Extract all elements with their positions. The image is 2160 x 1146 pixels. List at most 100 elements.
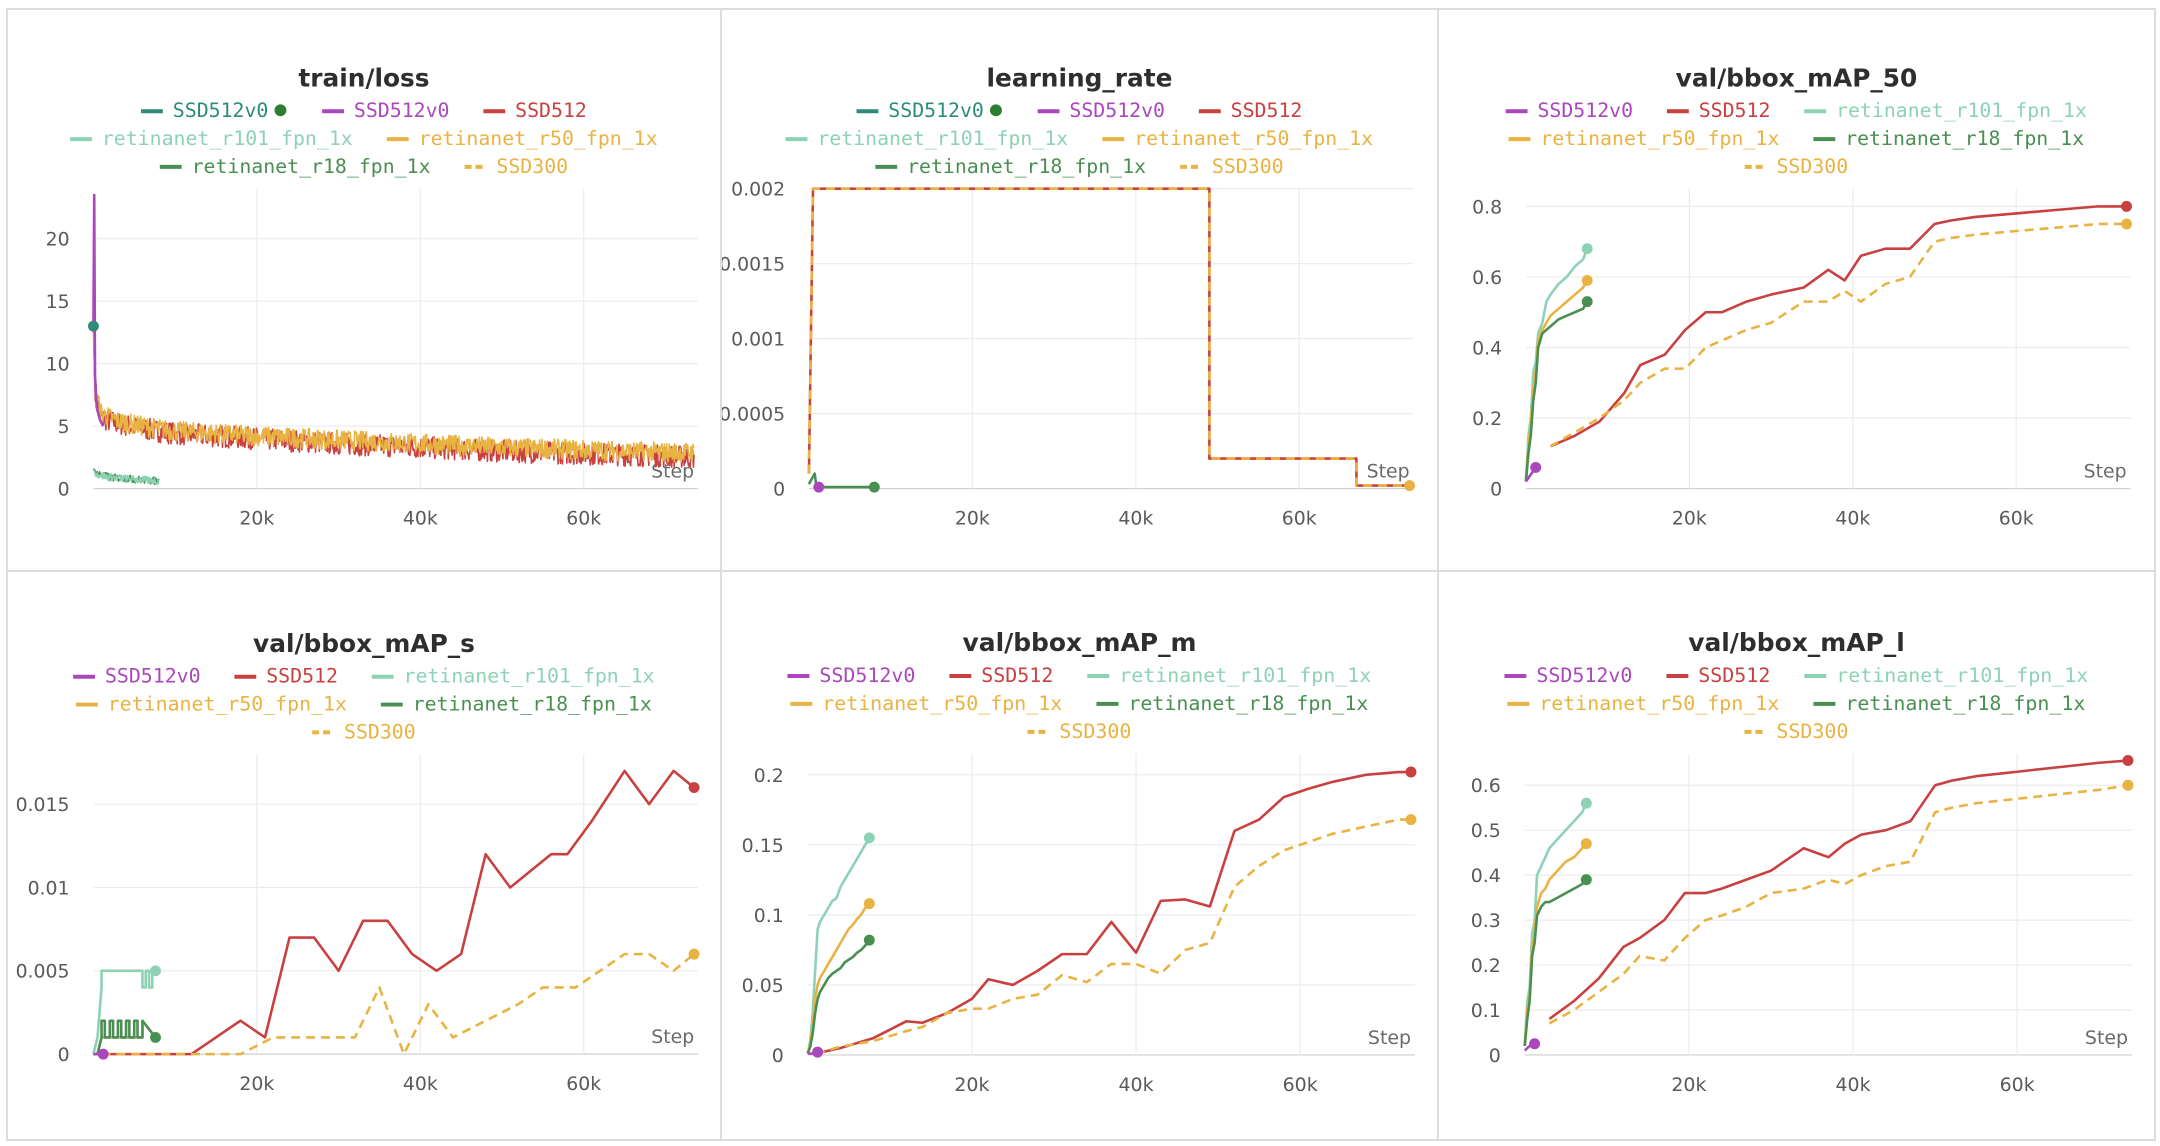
legend-item-retinanet-r50-fpn-1x[interactable]: retinanet_r50_fpn_1x: [1507, 691, 1779, 715]
legend-item-retinanet-r101-fpn-1x[interactable]: retinanet_r101_fpn_1x: [1087, 663, 1371, 687]
legend-item-ssd512[interactable]: SSD512: [1666, 99, 1770, 122]
series-ssd512v0-end-point[interactable]: [87, 320, 99, 332]
panel-bbox-map-s[interactable]: val/bbox_mAP_s SSD512v0 SSD512 retinanet_r1…: [6, 572, 722, 1141]
series-retinanet-r18-fpn-1x-line[interactable]: [806, 939, 871, 1054]
legend-item-ssd512v0[interactable]: SSD512v0: [1505, 99, 1633, 122]
series-ssd300-line[interactable]: [1549, 222, 2127, 448]
legend-label: SSD512v0: [105, 665, 201, 688]
series-ssd300-end-point[interactable]: [1405, 814, 1417, 826]
series-ssd300-end-point[interactable]: [1404, 480, 1415, 492]
series-retinanet-r50-fpn-1x-end-point[interactable]: [863, 898, 875, 910]
series-retinanet-r101-fpn-1x-end-point[interactable]: [150, 965, 161, 977]
legend-item-ssd300[interactable]: SSD300: [1027, 719, 1131, 743]
series-retinanet-r18-fpn-1x-line[interactable]: [93, 1019, 157, 1056]
legend-item-retinanet-r50-fpn-1x[interactable]: retinanet_r50_fpn_1x: [386, 127, 658, 150]
legend-item-ssd512[interactable]: SSD512: [483, 99, 587, 122]
series-retinanet-r101-fpn-1x-end-point[interactable]: [863, 832, 875, 844]
legend-item-ssd512[interactable]: SSD512: [949, 663, 1053, 687]
series-retinanet-r18-fpn-1x-end-point[interactable]: [863, 934, 875, 946]
series-ssd512v0-line[interactable]: [92, 193, 105, 427]
series-retinanet-r101-fpn-1x-end-point[interactable]: [1580, 797, 1592, 809]
legend-item-retinanet-r101-fpn-1x[interactable]: retinanet_r101_fpn_1x: [785, 127, 1069, 150]
legend-item-retinanet-r101-fpn-1x[interactable]: retinanet_r101_fpn_1x: [70, 127, 353, 150]
series-retinanet-r18-fpn-1x-end-point[interactable]: [1580, 874, 1592, 886]
legend-item-ssd512[interactable]: SSD512: [1666, 663, 1770, 687]
legend-item-ssd300[interactable]: SSD300: [464, 155, 568, 178]
series-ssd300-end-point[interactable]: [2122, 779, 2134, 791]
series-ssd512-line[interactable]: [92, 326, 695, 469]
series-ssd512v0-end-point[interactable]: [97, 1048, 109, 1060]
legend-item-retinanet-r18-fpn-1x[interactable]: retinanet_r18_fpn_1x: [1813, 127, 2084, 150]
series-retinanet-r18-fpn-1x-end-point[interactable]: [150, 1031, 161, 1043]
series-ssd512-line[interactable]: [101, 769, 695, 1056]
legend-item-ssd512v0[interactable]: SSD512v0: [322, 99, 450, 122]
series-ssd512-end-point[interactable]: [688, 782, 700, 793]
legend-item-retinanet-r50-fpn-1x[interactable]: retinanet_r50_fpn_1x: [1508, 127, 1780, 150]
series-retinanet-r18-fpn-1x-line[interactable]: [807, 472, 875, 489]
series-retinanet-r18-fpn-1x-end-point[interactable]: [1581, 296, 1593, 308]
legend-item-ssd512v0[interactable]: SSD512v0: [1037, 99, 1165, 122]
series-ssd512v0-end-point[interactable]: [812, 1046, 824, 1058]
series-retinanet-r18-fpn-1x-line[interactable]: [1523, 878, 1588, 1047]
legend-item-ssd300[interactable]: SSD300: [1744, 155, 1848, 178]
series-ssd512-line[interactable]: [1549, 205, 2127, 448]
y-tick-label: 0.1: [1471, 1000, 1501, 1022]
panel-bbox-map-l[interactable]: val/bbox_mAP_l SSD512v0 SSD512 retinanet_r1…: [1439, 572, 2156, 1141]
series-ssd512v0-end-point[interactable]: [813, 481, 825, 493]
series-ssd300-line[interactable]: [807, 187, 1410, 487]
x-tick-label: 40k: [1118, 1074, 1153, 1096]
legend-item-ssd512v0[interactable]: SSD512v0: [856, 99, 1002, 122]
series-retinanet-r50-fpn-1x-end-point[interactable]: [1581, 274, 1593, 286]
legend-item-retinanet-r18-fpn-1x[interactable]: retinanet_r18_fpn_1x: [380, 693, 652, 716]
legend-item-ssd512v0[interactable]: SSD512v0: [141, 99, 287, 122]
x-axis-step-label: Step: [1367, 461, 1410, 483]
series-retinanet-r18-fpn-1x-end-point[interactable]: [868, 481, 880, 493]
series-retinanet-r101-fpn-1x-line[interactable]: [92, 469, 160, 486]
series-retinanet-r101-fpn-1x-end-point[interactable]: [1581, 243, 1593, 255]
series-ssd512v0-end-point[interactable]: [1529, 1038, 1541, 1050]
series-retinanet-r101-fpn-1x-line[interactable]: [92, 969, 156, 1055]
series-ssd512-line[interactable]: [1548, 759, 2129, 1020]
series-ssd512-end-point[interactable]: [1405, 766, 1417, 778]
legend-item-ssd300[interactable]: SSD300: [312, 720, 416, 743]
panel-bbox-map-m[interactable]: val/bbox_mAP_m SSD512v0 SSD512 retinanet_r1…: [722, 572, 1439, 1141]
legend-item-retinanet-r18-fpn-1x[interactable]: retinanet_r18_fpn_1x: [1813, 691, 2085, 715]
series-ssd300-end-point[interactable]: [688, 948, 700, 960]
legend-item-retinanet-r101-fpn-1x[interactable]: retinanet_r101_fpn_1x: [1804, 99, 2087, 122]
panel-train-loss[interactable]: train/loss SSD512v0 SSD512v0 SSD512 retinane…: [6, 8, 722, 572]
legend-item-retinanet-r18-fpn-1x[interactable]: retinanet_r18_fpn_1x: [1096, 691, 1368, 715]
legend-item-ssd300[interactable]: SSD300: [1744, 719, 1848, 743]
series-retinanet-r18-fpn-1x-line[interactable]: [1524, 300, 1589, 482]
panel-bbox-map-50[interactable]: val/bbox_mAP_50 SSD512v0 SSD512 retinanet_r…: [1439, 8, 2156, 572]
legend-label: SSD300: [496, 155, 568, 178]
y-tick-label: 0.05: [742, 975, 784, 997]
legend-item-retinanet-r50-fpn-1x[interactable]: retinanet_r50_fpn_1x: [1102, 127, 1373, 150]
legend-item-ssd512v0[interactable]: SSD512v0: [787, 663, 915, 687]
series-ssd300-line[interactable]: [1548, 784, 2129, 1025]
legend-item-ssd512[interactable]: SSD512: [1198, 99, 1302, 122]
series-ssd512-line[interactable]: [807, 187, 1410, 487]
legend-item-retinanet-r18-fpn-1x[interactable]: retinanet_r18_fpn_1x: [875, 155, 1146, 178]
series-retinanet-r50-fpn-1x-end-point[interactable]: [1580, 838, 1592, 850]
legend-label: retinanet_r101_fpn_1x: [1119, 663, 1371, 687]
legend-item-retinanet-r101-fpn-1x[interactable]: retinanet_r101_fpn_1x: [1804, 663, 2088, 687]
legend-item-ssd512v0[interactable]: SSD512v0: [73, 665, 201, 688]
series-retinanet-r101-fpn-1x-line[interactable]: [806, 837, 871, 1054]
series-ssd300-end-point[interactable]: [2121, 218, 2132, 230]
legend-item-retinanet-r101-fpn-1x[interactable]: retinanet_r101_fpn_1x: [371, 665, 655, 688]
series-ssd300-line[interactable]: [815, 818, 1411, 1055]
legend-item-ssd512v0[interactable]: SSD512v0: [1504, 663, 1632, 687]
legend-item-retinanet-r18-fpn-1x[interactable]: retinanet_r18_fpn_1x: [159, 155, 431, 178]
legend-item-retinanet-r50-fpn-1x[interactable]: retinanet_r50_fpn_1x: [790, 691, 1062, 715]
legend-item-ssd512[interactable]: SSD512: [234, 665, 338, 688]
series-ssd512-end-point[interactable]: [2122, 755, 2134, 767]
panel-learning-rate[interactable]: learning_rate SSD512v0 SSD512v0 SSD512 retin…: [722, 8, 1439, 572]
series-ssd512-end-point[interactable]: [2121, 200, 2132, 212]
series-ssd300-line[interactable]: [101, 952, 695, 1056]
series-ssd512-line[interactable]: [815, 770, 1411, 1055]
series-ssd512v0-end-point[interactable]: [1530, 461, 1542, 473]
series-ssd300-line[interactable]: [92, 332, 695, 463]
series-retinanet-r50-fpn-1x-line[interactable]: [806, 902, 871, 1054]
legend-item-ssd300[interactable]: SSD300: [1180, 155, 1284, 178]
legend-item-retinanet-r50-fpn-1x[interactable]: retinanet_r50_fpn_1x: [76, 693, 347, 716]
